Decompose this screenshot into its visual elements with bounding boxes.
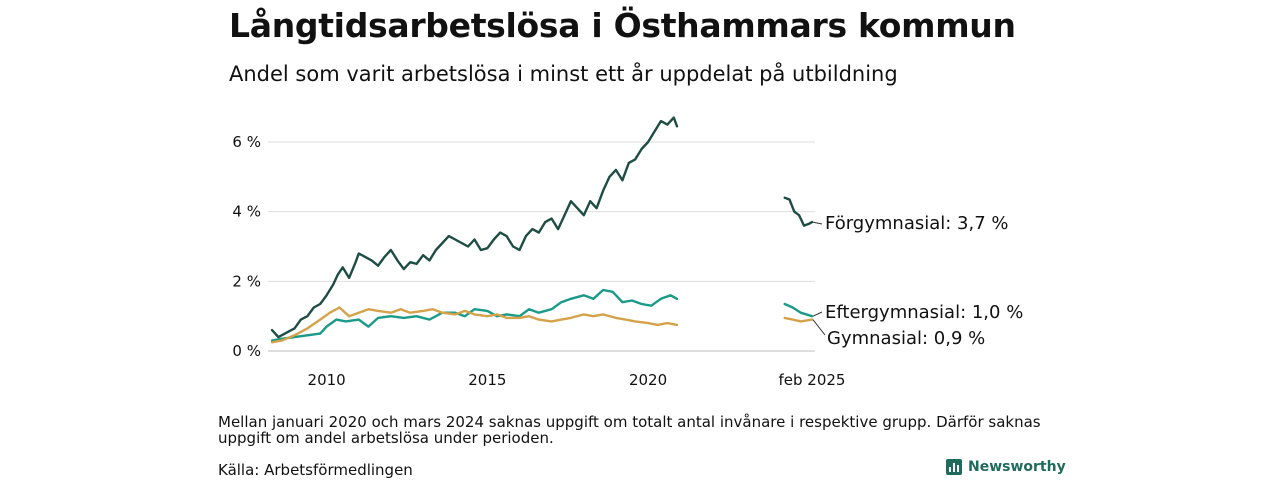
series-line-förgymnasial bbox=[783, 196, 814, 227]
series-line-eftergymnasial bbox=[783, 302, 814, 318]
y-tick-label: 2 % bbox=[232, 272, 261, 290]
x-tick-label: 2020 bbox=[629, 371, 667, 389]
chart-subtitle: Andel som varit arbetslösa i minst ett å… bbox=[229, 62, 898, 86]
series-line-gymnasial bbox=[783, 316, 814, 323]
series-line-eftergymnasial bbox=[270, 288, 679, 342]
chart-title: Långtidsarbetslösa i Östhammars kommun bbox=[229, 6, 1016, 45]
brand-name: Newsworthy bbox=[968, 459, 1066, 475]
x-tick-label: feb 2025 bbox=[779, 371, 846, 389]
footnote: Mellan januari 2020 och mars 2024 saknas… bbox=[218, 413, 1041, 447]
brand-logo: Newsworthy bbox=[946, 459, 1066, 475]
end-label: Eftergymnasial: 1,0 % bbox=[825, 302, 1023, 323]
y-tick-label: 0 % bbox=[232, 342, 261, 360]
x-tick-label: 2010 bbox=[308, 371, 346, 389]
newsworthy-icon bbox=[946, 459, 962, 475]
y-tick-label: 4 % bbox=[232, 203, 261, 221]
series-line-gymnasial bbox=[270, 306, 679, 344]
leader-line bbox=[812, 319, 826, 336]
end-label: Gymnasial: 0,9 % bbox=[827, 328, 985, 349]
x-tick-label: 2015 bbox=[468, 371, 506, 389]
leader-line bbox=[812, 311, 823, 317]
leader-line bbox=[812, 221, 823, 225]
source-text: Källa: Arbetsförmedlingen bbox=[218, 461, 413, 479]
y-tick-label: 6 % bbox=[232, 133, 261, 151]
end-label: Förgymnasial: 3,7 % bbox=[825, 213, 1009, 234]
series-line-förgymnasial bbox=[270, 116, 679, 339]
